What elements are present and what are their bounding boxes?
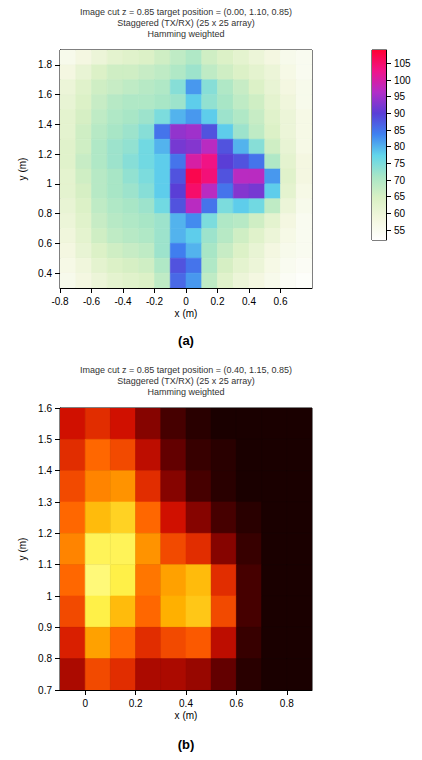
svg-text:105: 105 xyxy=(394,58,411,69)
svg-text:0: 0 xyxy=(82,698,88,709)
svg-text:0.6: 0.6 xyxy=(274,296,288,307)
svg-text:0.4: 0.4 xyxy=(38,268,52,279)
svg-text:1.3: 1.3 xyxy=(38,497,52,508)
svg-text:0.9: 0.9 xyxy=(38,622,52,633)
svg-text:1.4: 1.4 xyxy=(38,465,52,476)
svg-text:75: 75 xyxy=(394,158,406,169)
svg-text:65: 65 xyxy=(394,191,406,202)
svg-text:0.2: 0.2 xyxy=(129,698,143,709)
svg-text:Image cut z = 0.85 target posi: Image cut z = 0.85 target position = (0.… xyxy=(80,365,292,375)
svg-text:-0.2: -0.2 xyxy=(146,296,164,307)
svg-text:0.4: 0.4 xyxy=(242,296,256,307)
svg-text:-0.8: -0.8 xyxy=(51,296,69,307)
svg-text:1: 1 xyxy=(46,591,52,602)
svg-text:0.6: 0.6 xyxy=(38,238,52,249)
svg-text:0.2: 0.2 xyxy=(211,296,225,307)
svg-text:55: 55 xyxy=(394,225,406,236)
svg-text:95: 95 xyxy=(394,91,406,102)
svg-text:1.1: 1.1 xyxy=(38,559,52,570)
svg-text:Hamming weighted: Hamming weighted xyxy=(147,387,224,397)
svg-text:Image cut z = 0.85 target posi: Image cut z = 0.85 target position = (0.… xyxy=(80,7,292,17)
svg-text:0.8: 0.8 xyxy=(280,698,294,709)
svg-text:85: 85 xyxy=(394,125,406,136)
svg-text:0.7: 0.7 xyxy=(38,685,52,696)
svg-text:0.6: 0.6 xyxy=(229,698,243,709)
svg-text:1.6: 1.6 xyxy=(38,89,52,100)
svg-text:(a): (a) xyxy=(178,333,194,348)
svg-text:1.8: 1.8 xyxy=(38,59,52,70)
svg-text:100: 100 xyxy=(394,75,411,86)
svg-text:70: 70 xyxy=(394,175,406,186)
svg-text:(b): (b) xyxy=(178,737,195,752)
svg-text:0.8: 0.8 xyxy=(38,653,52,664)
svg-text:1.2: 1.2 xyxy=(38,149,52,160)
svg-text:90: 90 xyxy=(394,108,406,119)
svg-text:1.6: 1.6 xyxy=(38,403,52,414)
svg-text:y (m): y (m) xyxy=(17,158,28,181)
svg-text:Staggered (TX/RX) (25 x 25 arr: Staggered (TX/RX) (25 x 25 array) xyxy=(117,18,255,28)
svg-text:60: 60 xyxy=(394,208,406,219)
svg-text:-0.6: -0.6 xyxy=(83,296,101,307)
svg-text:1.2: 1.2 xyxy=(38,528,52,539)
svg-text:Staggered (TX/RX) (25 x 25 arr: Staggered (TX/RX) (25 x 25 array) xyxy=(117,376,255,386)
svg-text:Hamming weighted: Hamming weighted xyxy=(147,29,224,39)
svg-text:0.8: 0.8 xyxy=(38,208,52,219)
svg-text:80: 80 xyxy=(394,141,406,152)
svg-text:x (m): x (m) xyxy=(175,710,198,721)
svg-text:0.4: 0.4 xyxy=(179,698,193,709)
svg-text:1: 1 xyxy=(46,178,52,189)
svg-text:0: 0 xyxy=(183,296,189,307)
svg-text:-0.4: -0.4 xyxy=(114,296,132,307)
svg-text:x (m): x (m) xyxy=(175,308,198,319)
svg-text:1.4: 1.4 xyxy=(38,119,52,130)
svg-text:1.5: 1.5 xyxy=(38,434,52,445)
svg-text:y (m): y (m) xyxy=(17,538,28,561)
